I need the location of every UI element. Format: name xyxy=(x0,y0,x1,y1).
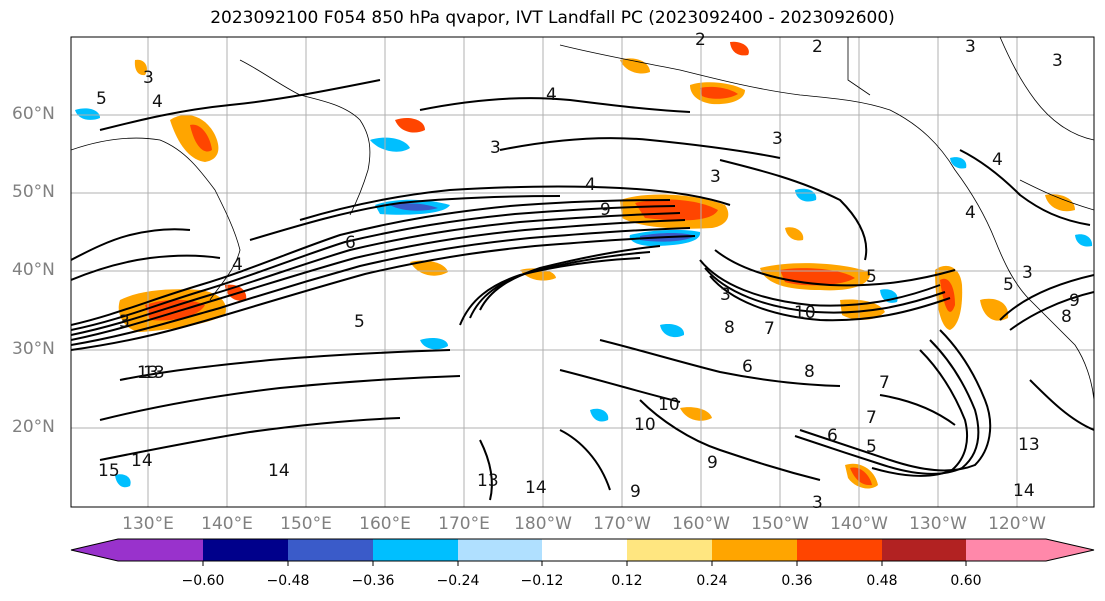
coastlines xyxy=(71,37,1094,401)
contour-label: 4 xyxy=(992,150,1003,170)
contour-labels: 2 3 3 2 4 5 3 4 3 4 3 3 9 4 3 5 6 7 8 8 … xyxy=(96,30,1080,513)
contour-label: 4 xyxy=(232,255,243,275)
contour-label: 13 xyxy=(1018,435,1040,455)
contour-label: 6 xyxy=(345,233,356,253)
contour-label: 3 xyxy=(965,37,976,57)
contour-label: 6 xyxy=(827,426,838,446)
lat-label-30n: 30°N xyxy=(12,339,55,359)
lon-label: 150°W xyxy=(751,514,809,534)
contour-label: 2 xyxy=(695,30,706,50)
contour-label: 14 xyxy=(131,451,153,471)
contour-label: 4 xyxy=(546,85,557,105)
colorbar-tick-label: −0.48 xyxy=(266,573,310,589)
graticule xyxy=(71,37,1094,507)
lon-label: 170°W xyxy=(593,514,651,534)
lon-label: 170°E xyxy=(438,514,490,534)
contour-label: 3 xyxy=(812,493,823,513)
lon-label: 140°W xyxy=(830,514,888,534)
colorbar-segment xyxy=(966,539,1046,561)
lon-label: 140°E xyxy=(201,514,253,534)
contour-label: 9 xyxy=(707,453,718,473)
contour-label: 8 xyxy=(1061,307,1072,327)
lon-label: 120°W xyxy=(988,514,1046,534)
contour-label: 13 xyxy=(143,363,165,383)
contour-label: 9 xyxy=(1069,291,1080,311)
contour-label: 5 xyxy=(1003,275,1014,295)
colorbar-segment xyxy=(797,539,882,561)
contour-label: 14 xyxy=(268,461,290,481)
contour-label: 3 xyxy=(772,129,783,149)
contour-label: 14 xyxy=(1013,481,1035,501)
contour-label: 7 xyxy=(879,373,890,393)
contour-label: 9 xyxy=(630,482,641,502)
colorbar-segment xyxy=(458,539,542,561)
contour-label: 3 xyxy=(710,167,721,187)
colorbar-segment xyxy=(118,539,203,561)
lat-label-40n: 40°N xyxy=(12,260,55,280)
contour-label: 8 xyxy=(724,318,735,338)
contour-label: 3 xyxy=(119,312,130,332)
colorbar-segment xyxy=(712,539,797,561)
colorbar xyxy=(70,538,1095,566)
colorbar-segment xyxy=(627,539,712,561)
colorbar-segment xyxy=(542,539,627,561)
contour-label: 5 xyxy=(866,267,877,287)
lat-label-20n: 20°N xyxy=(12,417,55,437)
colorbar-extend-low xyxy=(71,539,118,561)
contour-label: 3 xyxy=(490,138,501,158)
lat-label-50n: 50°N xyxy=(12,182,55,202)
contour-label: 3 xyxy=(1052,51,1063,71)
contour-label: 3 xyxy=(720,285,731,305)
colorbar-tick-label: 0.12 xyxy=(611,573,643,589)
colorbar-tick-label: −0.12 xyxy=(520,573,564,589)
contour-label: 10 xyxy=(794,303,816,323)
contour-label: 13 xyxy=(137,363,159,383)
contour-label: 4 xyxy=(585,175,596,195)
contour-label: 14 xyxy=(525,478,547,498)
lon-label: 180°W xyxy=(514,514,572,534)
contour-label: 2 xyxy=(812,37,823,57)
colorbar-segment xyxy=(882,539,966,561)
contour-label: 6 xyxy=(742,357,753,377)
contour-label: 9 xyxy=(600,200,611,220)
map-frame xyxy=(70,36,1095,508)
contour-label: 5 xyxy=(866,437,877,457)
contour-label: 10 xyxy=(634,415,656,435)
ivt-contours xyxy=(71,79,1094,501)
contour-label: 4 xyxy=(152,92,163,112)
colorbar-segment xyxy=(373,539,458,561)
colorbar-segment xyxy=(203,539,288,561)
colorbar-extend-high xyxy=(1046,539,1094,561)
map-title: 2023092100 F054 850 hPa qvapor, IVT Land… xyxy=(210,8,895,28)
lon-label: 130°W xyxy=(909,514,967,534)
colorbar-tick-label: −0.24 xyxy=(436,573,480,589)
contour-label: 3 xyxy=(1022,263,1033,283)
lon-label: 160°W xyxy=(672,514,730,534)
lat-label-60n: 60°N xyxy=(12,104,55,124)
colorbar-tick-label: 0.60 xyxy=(950,573,982,589)
contour-label: 15 xyxy=(98,461,120,481)
colorbar-segment xyxy=(288,539,373,561)
contour-label: 10 xyxy=(658,395,680,415)
colorbar-tick-label: 0.24 xyxy=(696,573,728,589)
contour-label: 3 xyxy=(143,68,154,88)
contour-label: 5 xyxy=(96,89,107,109)
contour-label: 7 xyxy=(866,408,877,428)
contour-label: 5 xyxy=(354,312,365,332)
contour-label: 13 xyxy=(477,471,499,491)
lon-label: 160°E xyxy=(359,514,411,534)
colorbar-tick-label: −0.36 xyxy=(351,573,395,589)
contour-label: 4 xyxy=(965,203,976,223)
colorbar-tick-label: −0.60 xyxy=(181,573,225,589)
lon-label: 150°E xyxy=(280,514,332,534)
contour-label: 8 xyxy=(804,362,815,382)
lon-label: 130°E xyxy=(122,514,174,534)
colorbar-tick-label: 0.48 xyxy=(866,573,898,589)
contour-label: 7 xyxy=(764,319,775,339)
colorbar-tick-label: 0.36 xyxy=(781,573,813,589)
